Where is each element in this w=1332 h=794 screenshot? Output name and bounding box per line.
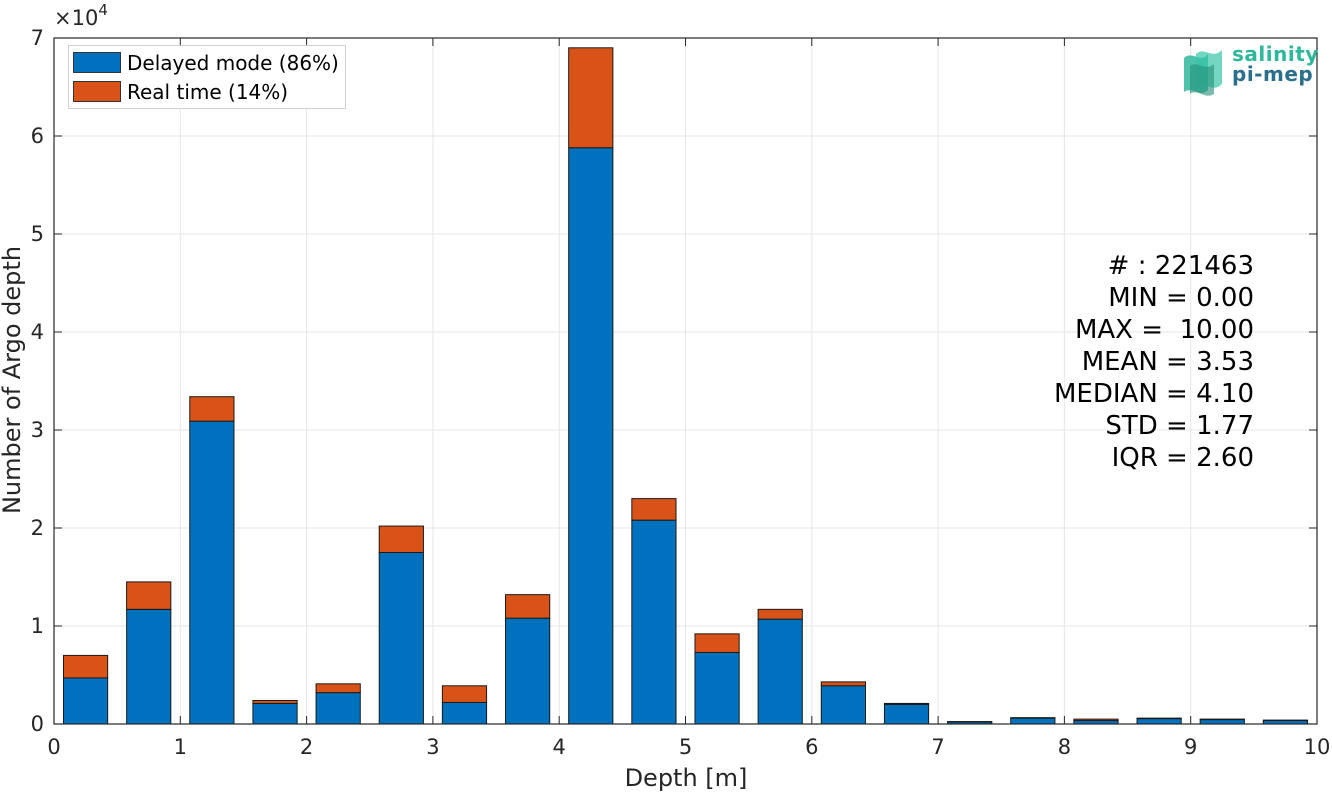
logo-text-pimep: pi-mep	[1232, 62, 1314, 86]
x-tick-label: 6	[805, 735, 818, 759]
x-tick-label: 8	[1058, 735, 1071, 759]
bar-real-time	[820, 681, 866, 687]
legend-item-delayed: Delayed mode (86%)	[73, 48, 339, 77]
y-tick-label: 3	[31, 418, 44, 442]
stats-panel: # : 221463 MIN = 0.00 MAX = 10.00 MEAN = 3.…	[1054, 250, 1254, 474]
axis-ticks: 0 1 2 3 4 5 6 7 8 9 10 0 1 2 3 4 5 6 7	[31, 26, 1331, 759]
bar-delayed-mode	[62, 677, 109, 725]
legend-swatch-realtime	[73, 81, 121, 102]
bar-delayed-mode	[694, 651, 740, 725]
bar-real-time	[757, 608, 803, 620]
y-tick-label: 6	[31, 124, 44, 148]
legend-swatch-delayed	[73, 52, 121, 73]
legend-label-delayed: Delayed mode (86%)	[127, 50, 339, 75]
y-axis-title: Number of Argo depth	[0, 246, 26, 514]
bar-delayed-mode	[505, 617, 551, 725]
y-tick-label: 2	[31, 516, 44, 540]
bar-real-time	[252, 699, 298, 704]
stat-std: STD = 1.77	[1105, 411, 1254, 441]
bar-delayed-mode	[441, 701, 488, 725]
x-tick-label: 7	[931, 735, 944, 759]
bar-real-time	[441, 685, 488, 703]
bar-real-time	[378, 525, 424, 553]
bar-delayed-mode	[126, 608, 172, 725]
bar-real-time	[568, 47, 614, 149]
legend-label-realtime: Real time (14%)	[127, 79, 289, 104]
bar-delayed-mode	[315, 692, 361, 725]
x-axis-title: Depth [m]	[625, 764, 748, 792]
stat-median: MEDIAN = 4.10	[1054, 379, 1254, 409]
y-tick-label: 4	[31, 320, 44, 344]
bar-real-time	[315, 683, 361, 694]
bar-delayed-mode	[631, 519, 677, 725]
bar-delayed-mode	[820, 685, 866, 725]
y-tick-label: 0	[31, 712, 44, 736]
stat-count: # : 221463	[1107, 251, 1254, 281]
wave-logo-icon	[1184, 50, 1222, 96]
stat-max: MAX = 10.00	[1074, 315, 1254, 345]
legend-item-realtime: Real time (14%)	[73, 77, 339, 106]
bar-real-time	[189, 396, 235, 422]
y-tick-label: 5	[31, 222, 44, 246]
bar-delayed-mode	[378, 552, 424, 725]
bar-real-time	[505, 594, 551, 619]
bar-delayed-mode	[189, 420, 235, 725]
bar-delayed-mode	[1010, 717, 1056, 725]
x-tick-label: 9	[1184, 735, 1197, 759]
bar-real-time	[126, 581, 172, 610]
y-axis-exponent: ×104	[54, 1, 108, 30]
bar-delayed-mode	[252, 702, 298, 725]
x-tick-label: 2	[300, 735, 313, 759]
stat-mean: MEAN = 3.53	[1081, 347, 1254, 377]
bar-delayed-mode	[1136, 718, 1182, 725]
salinity-pimep-logo: salinity pi-mep	[1182, 44, 1318, 96]
logo-text-salinity: salinity	[1232, 42, 1319, 66]
bar-delayed-mode	[757, 618, 803, 725]
x-tick-label: 4	[553, 735, 566, 759]
stat-iqr: IQR = 2.60	[1111, 443, 1254, 473]
bar-real-time	[62, 654, 109, 679]
y-tick-label: 7	[31, 26, 44, 50]
bar-real-time	[631, 498, 677, 521]
legend: Delayed mode (86%) Real time (14%)	[68, 45, 346, 109]
bar-real-time	[1073, 718, 1119, 722]
stat-min: MIN = 0.00	[1108, 283, 1254, 313]
x-tick-label: 5	[679, 735, 692, 759]
x-tick-label: 1	[174, 735, 187, 759]
bar-delayed-mode	[883, 703, 930, 725]
x-tick-label: 0	[47, 735, 60, 759]
bars	[62, 47, 1309, 725]
bar-delayed-mode	[568, 147, 614, 725]
x-tick-label: 10	[1304, 735, 1331, 759]
bar-real-time	[883, 702, 930, 705]
bar-real-time	[694, 633, 740, 653]
y-tick-label: 1	[31, 614, 44, 638]
x-tick-label: 3	[426, 735, 439, 759]
bar-delayed-mode	[1199, 719, 1245, 725]
